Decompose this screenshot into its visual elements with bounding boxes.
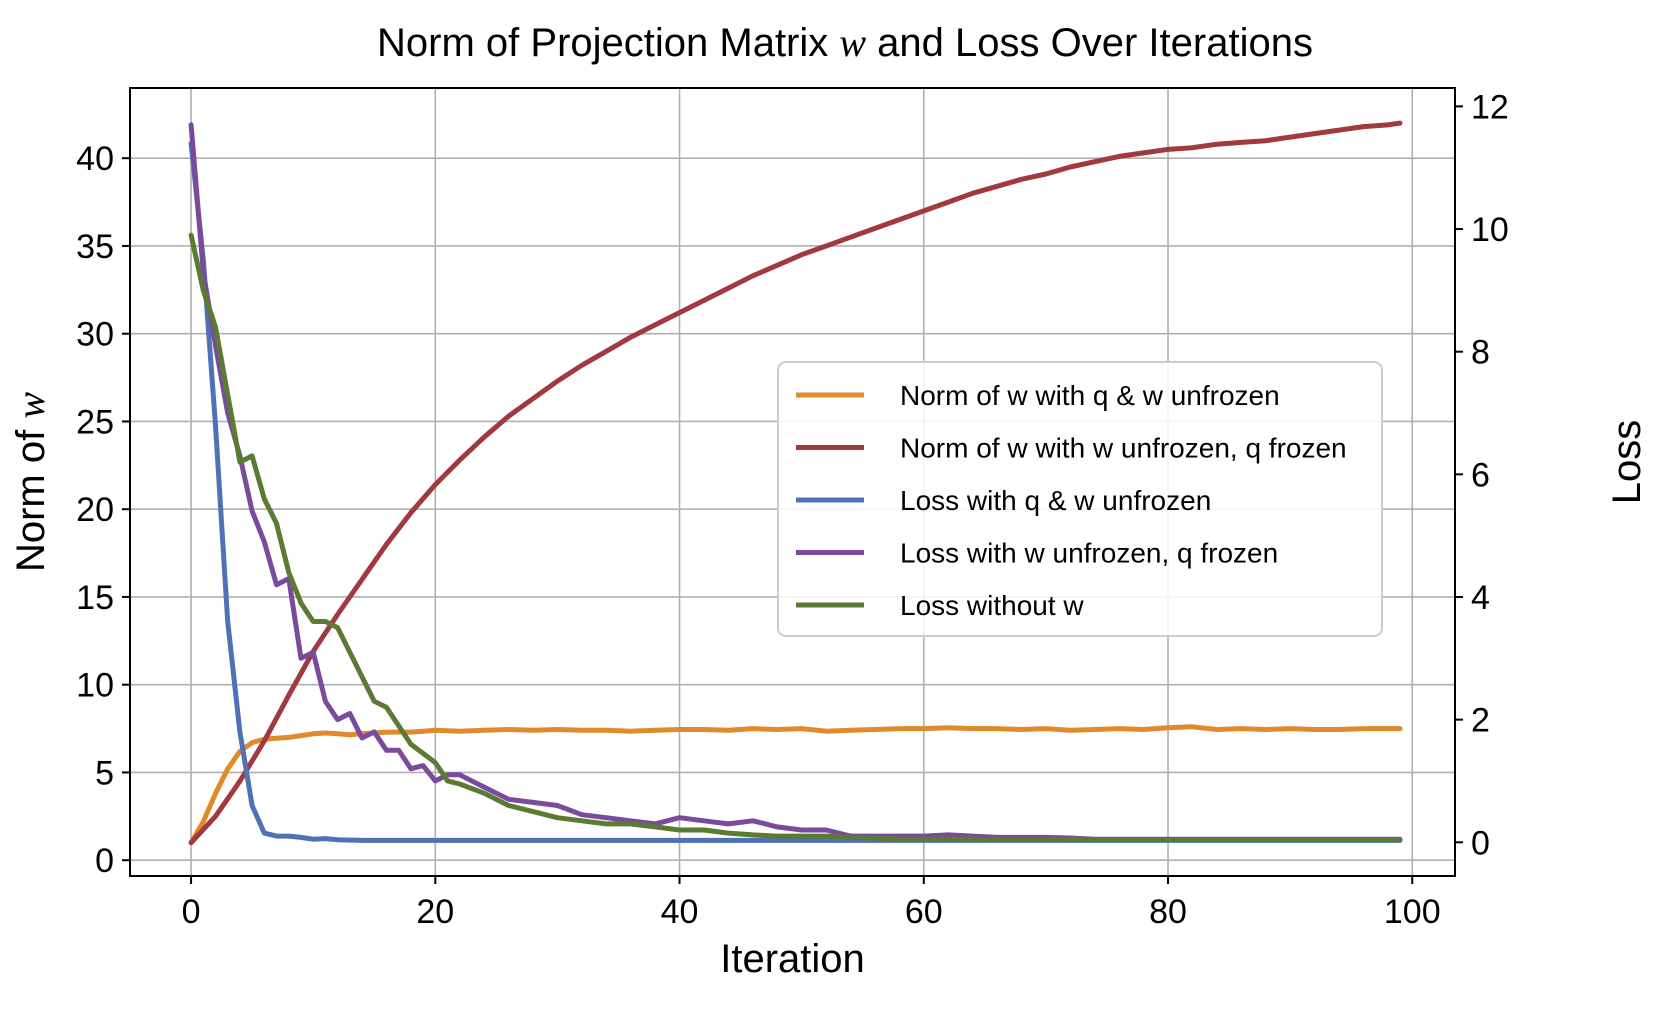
x-axis-title: Iteration <box>720 937 865 981</box>
x-tick-label: 20 <box>416 893 454 931</box>
y-left-tick-label: 5 <box>95 754 114 792</box>
y-left-tick-label: 30 <box>76 316 114 354</box>
y-left-tick-label: 35 <box>76 228 114 266</box>
legend-label: Loss with w unfrozen, q frozen <box>900 538 1278 569</box>
x-tick-label: 100 <box>1384 893 1441 931</box>
y-left-axis-title-prefix: Norm of <box>9 419 53 572</box>
series-line-1 <box>188 724 1403 846</box>
y-left-tick-label: 0 <box>95 842 114 880</box>
y-right-axis-ticks: 0 2 4 6 8 10 12 <box>1455 88 1509 862</box>
y-right-tick-label: 8 <box>1471 334 1490 372</box>
chart-title: Norm of Projection Matrix w and Loss Ove… <box>377 20 1313 65</box>
plot-area-frame <box>129 87 1456 877</box>
x-tick-label: 60 <box>905 893 943 931</box>
legend-label: Loss without w <box>900 590 1084 621</box>
y-left-tick-label: 40 <box>76 140 114 178</box>
series-lines <box>188 120 1403 846</box>
y-right-tick-label: 0 <box>1471 824 1490 862</box>
y-left-axis-title: Norm of w <box>8 392 53 572</box>
series-line-5 <box>188 232 1403 843</box>
chart-title-prefix: Norm of Projection Matrix <box>377 21 839 65</box>
y-left-tick-label: 10 <box>76 667 114 705</box>
y-right-tick-label: 4 <box>1471 579 1490 617</box>
series-line-2 <box>188 120 1403 846</box>
y-right-tick-label: 10 <box>1471 211 1509 249</box>
chart-title-symbol: w <box>839 20 866 65</box>
y-left-axis-title-symbol: w <box>8 392 53 419</box>
legend-label: Norm of w with w unfrozen, q frozen <box>900 433 1347 464</box>
y-left-tick-label: 25 <box>76 403 114 441</box>
legend-label: Norm of w with q & w unfrozen <box>900 380 1280 411</box>
chart-title-suffix: and Loss Over Iterations <box>866 21 1313 65</box>
y-left-axis-ticks: 0 5 10 15 20 25 30 35 40 <box>76 140 130 880</box>
y-right-axis-title: Loss <box>1605 420 1649 505</box>
x-axis-ticks: 0 20 40 60 80 100 <box>182 876 1441 931</box>
x-tick-label: 80 <box>1149 893 1187 931</box>
x-tick-label: 40 <box>661 893 699 931</box>
y-left-tick-label: 15 <box>76 579 114 617</box>
y-right-tick-label: 6 <box>1471 456 1490 494</box>
y-right-tick-label: 2 <box>1471 702 1490 740</box>
legend-label: Loss with q & w unfrozen <box>900 485 1211 516</box>
x-tick-label: 0 <box>182 893 201 931</box>
y-right-tick-label: 12 <box>1471 88 1509 126</box>
y-left-tick-label: 20 <box>76 491 114 529</box>
legend: Norm of w with q & w unfrozen Norm of w w… <box>777 361 1383 637</box>
legend-box <box>777 361 1383 637</box>
